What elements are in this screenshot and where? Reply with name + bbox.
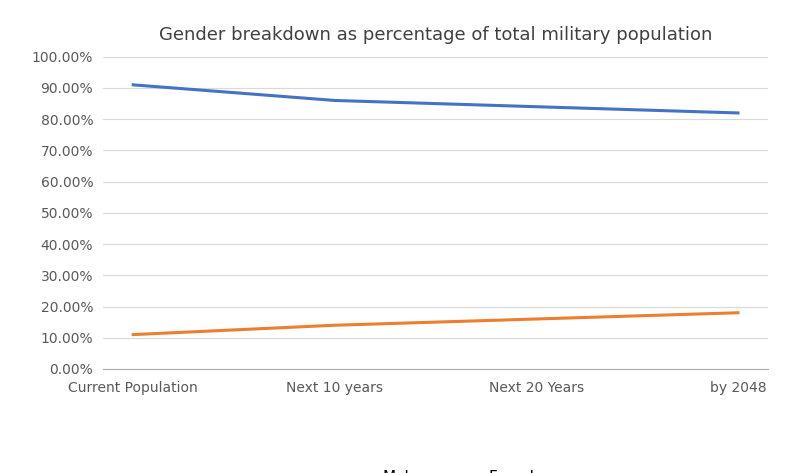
Male [330, 97, 340, 103]
Female [733, 310, 743, 315]
Male [128, 82, 138, 88]
Line: Female: Female [133, 313, 738, 334]
Female [531, 316, 541, 322]
Title: Gender breakdown as percentage of total military population: Gender breakdown as percentage of total … [159, 26, 712, 44]
Female [128, 332, 138, 337]
Male [531, 104, 541, 110]
Line: Male: Male [133, 85, 738, 113]
Male [733, 110, 743, 116]
Female [330, 323, 340, 328]
Legend: Male, Female: Male, Female [321, 464, 550, 473]
